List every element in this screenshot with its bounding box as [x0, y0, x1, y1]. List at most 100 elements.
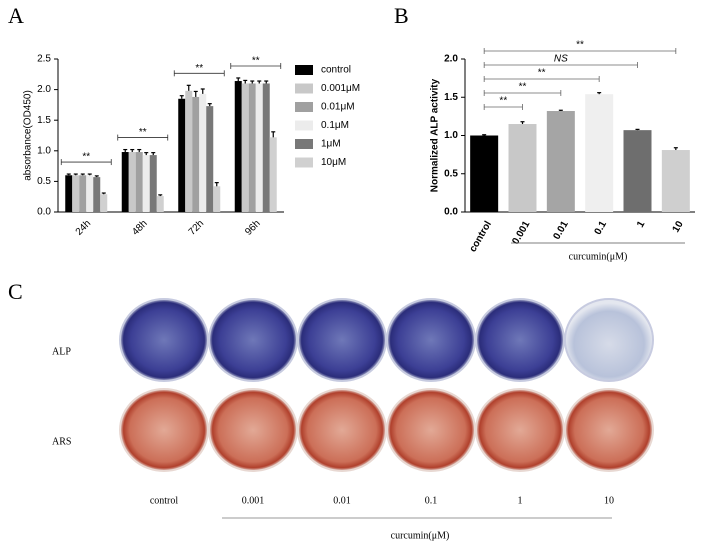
bar [121, 152, 129, 212]
legend-swatch [295, 139, 313, 149]
bar [255, 83, 263, 212]
y-tick-label: 1.5 [444, 92, 458, 103]
well [119, 388, 209, 472]
row-label: ALP [52, 346, 71, 357]
x-tick-label: 1 [635, 219, 648, 230]
significance-label: ** [499, 96, 507, 107]
significance-label: ** [538, 68, 546, 79]
bar [206, 106, 214, 212]
x-tick-label: 48h [130, 218, 150, 238]
column-label: 0.001 [242, 495, 265, 506]
bar [100, 194, 108, 212]
bar [508, 124, 537, 212]
legend-label: 0.01μM [321, 102, 355, 113]
significance-label: ** [82, 152, 90, 163]
significance-label: ** [519, 82, 527, 93]
bar [269, 137, 277, 212]
y-tick-label: 1.0 [444, 130, 458, 141]
well [297, 388, 387, 472]
x-tick-label: 96h [243, 218, 263, 238]
x-tick-label: 0.01 [551, 219, 570, 242]
well [564, 298, 654, 382]
bar [585, 94, 614, 212]
bar [546, 111, 575, 212]
well [386, 298, 476, 382]
y-tick-label: 2.0 [37, 84, 51, 95]
well [208, 388, 298, 472]
legend-label: 1μM [321, 139, 341, 150]
bar [142, 155, 150, 212]
well [386, 388, 476, 472]
row-label: ARS [52, 436, 71, 447]
bar [248, 83, 256, 212]
column-label: 10 [604, 495, 614, 506]
bar [185, 90, 193, 212]
x-tick-label: 0.001 [510, 219, 532, 247]
legend-swatch [295, 102, 313, 112]
bar [178, 98, 186, 212]
y-tick-label: 0.5 [444, 168, 458, 179]
significance-label: ** [252, 56, 260, 67]
legend-label: control [321, 65, 351, 76]
legend-swatch [295, 120, 313, 131]
column-label: 1 [518, 495, 523, 506]
x-axis-label: curcumin(μM) [569, 251, 628, 262]
x-tick-label: 10 [671, 219, 686, 235]
well [208, 298, 298, 382]
y-tick-label: 1.0 [37, 145, 51, 156]
y-axis-label: absorbance(OD450) [23, 90, 34, 181]
bar [86, 175, 94, 212]
bar [72, 175, 80, 212]
legend-swatch [295, 83, 313, 94]
y-tick-label: 2.5 [37, 54, 51, 65]
bar [79, 175, 87, 212]
column-label: 0.1 [425, 495, 438, 506]
significance-label: ** [139, 127, 147, 138]
bar [241, 83, 249, 212]
significance-label: NS [554, 54, 568, 65]
bar [234, 81, 242, 212]
significance-label: ** [195, 63, 203, 74]
bar [65, 175, 73, 212]
bar [661, 150, 690, 212]
well [297, 298, 387, 382]
well [564, 388, 654, 472]
bar [156, 196, 164, 212]
well [475, 298, 565, 382]
bar [93, 177, 101, 212]
bar [128, 152, 136, 212]
bar [623, 130, 652, 212]
well [119, 298, 209, 382]
legend-label: 0.1μM [321, 120, 349, 131]
panel-label: B [394, 3, 409, 28]
legend-swatch [295, 157, 313, 168]
column-label: 0.01 [333, 495, 351, 506]
bar [192, 96, 200, 212]
x-tick-label: 0.1 [593, 219, 610, 237]
x-tick-label: 72h [187, 218, 207, 238]
well [475, 388, 565, 472]
x-axis-label: curcumin(μM) [391, 530, 450, 541]
panel-label: A [8, 3, 24, 28]
x-tick-label: control [468, 219, 495, 254]
y-tick-label: 1.5 [37, 115, 51, 126]
y-tick-label: 0.0 [37, 207, 51, 218]
y-tick-label: 0.5 [37, 176, 51, 187]
bar [470, 135, 499, 212]
y-axis-label: Normalized ALP activity [430, 78, 441, 192]
legend-label: 0.001μM [321, 83, 360, 94]
legend-swatch [295, 65, 313, 75]
bar [262, 83, 270, 212]
panel-label: C [8, 279, 23, 304]
legend-label: 10μM [321, 157, 346, 168]
bar [199, 93, 207, 212]
bar [135, 152, 143, 212]
x-tick-label: 24h [74, 218, 94, 238]
y-tick-label: 2.0 [444, 54, 458, 65]
significance-label: ** [576, 40, 584, 51]
bar [149, 155, 157, 212]
bar [213, 186, 221, 212]
column-label: control [150, 495, 179, 506]
y-tick-label: 0.0 [444, 207, 458, 218]
